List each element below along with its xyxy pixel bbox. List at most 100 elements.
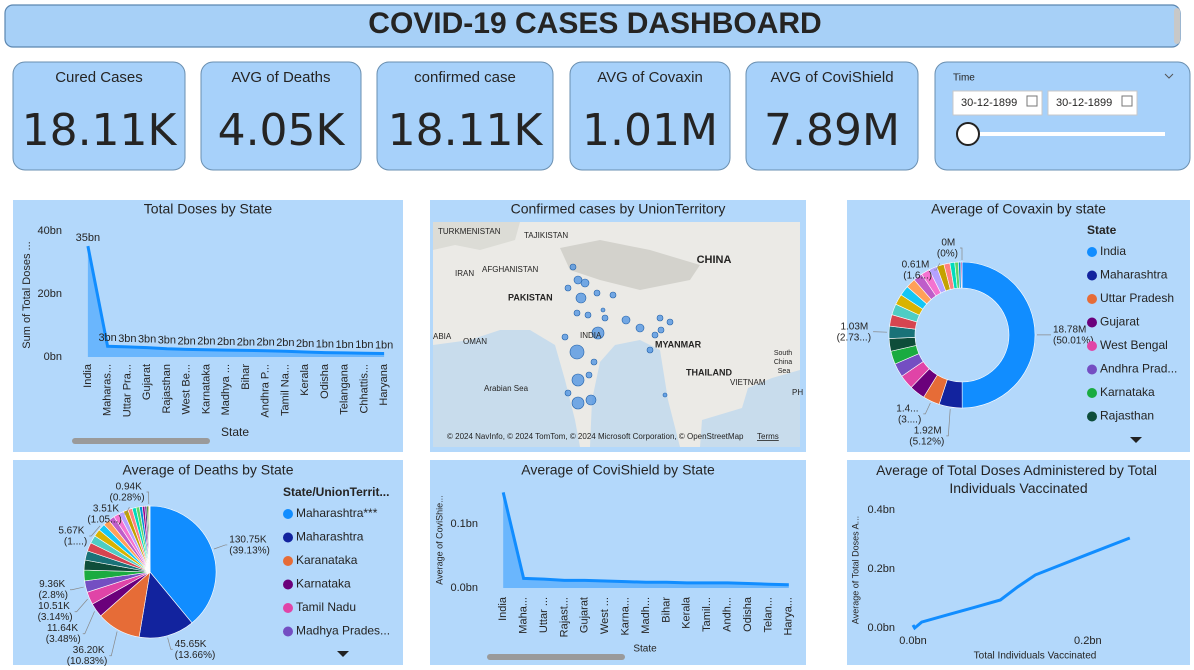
kpi-value: 7.89M [764, 105, 900, 156]
x-tick-label: Kerala [299, 363, 311, 396]
map-label: MYANMAR [655, 339, 702, 349]
x-tick-label: India [497, 596, 509, 621]
kpi-label: AVG of Deaths [232, 69, 331, 86]
series-line [911, 536, 1131, 631]
x-tick-label: India [82, 363, 94, 388]
legend-label[interactable]: Karnataka [296, 577, 351, 591]
map-label: IRAN [455, 269, 474, 278]
legend-more[interactable] [1130, 437, 1142, 443]
map-label: AFGHANISTAN [482, 265, 539, 274]
data-label: 11.64K (3.48%) [46, 623, 81, 645]
legend-marker[interactable] [1087, 317, 1097, 328]
legend-label[interactable]: Andhra Prad... [1100, 362, 1177, 376]
x-tick-label: Karnataka [200, 363, 212, 414]
map-label: Arabian Sea [484, 384, 529, 393]
map[interactable] [433, 222, 800, 447]
chart-title: Average of Deaths by State [123, 462, 294, 478]
data-label: 2bn [237, 336, 255, 348]
chart-title: Average of CoviShield by State [521, 462, 715, 478]
legend-marker[interactable] [1087, 270, 1097, 281]
legend-label[interactable]: West Bengal [1100, 338, 1168, 352]
data-label: 18.78M (50.01%) [1053, 324, 1094, 346]
map-terms[interactable]: Terms [757, 432, 779, 441]
legend-marker[interactable] [283, 509, 293, 519]
legend-marker[interactable] [1087, 294, 1097, 304]
x-tick-label: Rajasthan [161, 364, 173, 414]
legend-marker[interactable] [283, 532, 293, 543]
legend-marker[interactable] [1087, 411, 1097, 422]
legend-marker[interactable] [283, 556, 293, 566]
data-label: 3.51K (1.05...) [87, 503, 121, 525]
legend-label[interactable]: Maharashtra [296, 530, 364, 544]
x-tick-label: Maharas... [102, 364, 114, 416]
legend-label[interactable]: Maharashtra [1100, 268, 1168, 282]
slider-handle[interactable] [956, 122, 980, 146]
data-label: 0.61M (1.6...) [902, 259, 933, 281]
legend-marker[interactable] [1087, 247, 1097, 257]
calendar-icon[interactable] [1121, 95, 1133, 107]
x-tick-label: Chhattis... [358, 364, 370, 414]
legend-marker[interactable] [283, 603, 293, 613]
end-date[interactable]: 30-12-1899 [1056, 97, 1112, 109]
dashboard-title: COVID-19 CASES DASHBOARD [368, 7, 821, 40]
map-bubbles [561, 263, 674, 410]
y-axis-title: Average of Total Doses A... [850, 516, 860, 624]
legend-more[interactable] [337, 651, 349, 657]
x-tick-label: West ... [599, 597, 611, 634]
map-water [433, 330, 580, 447]
legend-label[interactable]: Karanataka [296, 553, 358, 567]
kpi-value: 1.01M [582, 105, 718, 156]
map-label: THAILAND [686, 367, 732, 377]
x-tick-label: Madh... [640, 597, 652, 634]
map-label: VIETNAM [730, 378, 766, 387]
map-water [590, 340, 680, 447]
data-label: 45.65K (13.66%) [175, 638, 216, 660]
scrollbar[interactable] [72, 438, 210, 444]
legend-label[interactable]: Gujarat [1100, 315, 1140, 329]
data-label: 1.4... (3....) [896, 403, 921, 425]
legend-marker[interactable] [283, 626, 293, 637]
slice [149, 505, 151, 573]
y-tick-label: 0bn [44, 351, 62, 363]
x-axis-title: State [633, 644, 657, 655]
map-label: South China Sea [774, 350, 794, 375]
legend-label[interactable]: India [1100, 244, 1126, 258]
legend-marker[interactable] [1087, 364, 1097, 375]
map-label: INDIA [580, 331, 602, 340]
legend-label[interactable]: Madhya Prades... [296, 624, 390, 638]
x-tick-label: Odisha [319, 363, 331, 399]
x-tick-label: Odisha [742, 596, 754, 632]
leader-line [946, 409, 951, 437]
legend-title: State [1087, 223, 1117, 237]
legend-label[interactable]: Tamil Nadu [296, 600, 356, 614]
legend-label[interactable]: Maharashtra*** [296, 506, 378, 520]
data-label: 1.92M (5.12%) [909, 425, 944, 447]
leader-line [69, 586, 84, 591]
chevron[interactable] [1164, 73, 1174, 79]
legend-label[interactable]: Uttar Pradesh [1100, 291, 1174, 305]
legend-marker[interactable] [1087, 388, 1097, 398]
map-label: OMAN [463, 337, 487, 346]
legend-title: State/UnionTerrit... [283, 485, 389, 499]
map-label: TURKMENISTAN [438, 227, 501, 236]
slice [961, 261, 1036, 409]
data-label: 2bn [197, 336, 215, 348]
start-date[interactable]: 30-12-1899 [961, 97, 1017, 109]
kpi-card [745, 61, 919, 171]
legend-marker[interactable] [1087, 341, 1097, 351]
y-axis-title: Sum of Total Doses ... [21, 241, 33, 348]
y-tick-label: 0.0bn [450, 582, 478, 594]
map-mountains [560, 240, 700, 290]
y-tick-label: 0.4bn [867, 504, 895, 516]
data-label: 3bn [138, 333, 156, 345]
leader-line [960, 247, 963, 260]
scrollbar[interactable] [487, 654, 625, 660]
data-label: 9.36K (2.8%) [39, 579, 68, 601]
x-tick-label: 0.0bn [899, 635, 927, 647]
legend-marker[interactable] [283, 579, 293, 590]
x-axis-title: Total Individuals Vaccinated [974, 651, 1097, 662]
legend-label[interactable]: Rajasthan [1100, 409, 1154, 423]
calendar-icon[interactable] [1026, 95, 1038, 107]
y-tick-label: 20bn [38, 288, 62, 300]
legend-label[interactable]: Karnataka [1100, 385, 1155, 399]
